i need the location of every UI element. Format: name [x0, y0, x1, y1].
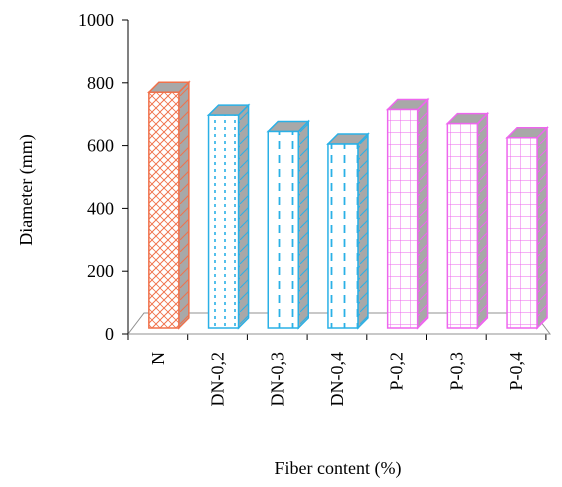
bar: [147, 80, 191, 330]
bar: [206, 103, 251, 330]
bar-side: [536, 125, 548, 330]
y-tick-label: 0: [105, 324, 114, 344]
y-tick-label: 800: [87, 73, 114, 93]
bar-side: [178, 80, 190, 330]
bar-side: [476, 111, 489, 330]
x-tick-label: DN-0,2: [208, 352, 228, 407]
bar: [326, 132, 370, 330]
bars-group: [147, 80, 549, 330]
x-tick-label: DN-0,3: [267, 352, 287, 407]
bar: [266, 119, 311, 330]
bar-front: [327, 143, 359, 329]
bar-front: [506, 137, 538, 329]
bar-front: [386, 108, 419, 329]
x-tick-label: P-0,3: [446, 352, 466, 391]
x-axis-label: Fiber content (%): [275, 458, 402, 479]
bar-front: [267, 130, 299, 329]
bar-front: [446, 122, 479, 329]
bar: [385, 97, 430, 330]
bar-front: [148, 91, 180, 329]
bar-side: [416, 97, 429, 330]
y-tick-label: 1000: [78, 10, 114, 30]
y-axis-ticks: 0 200 400 600 800 1000: [78, 10, 128, 344]
x-tick-label: P-0,4: [506, 352, 526, 391]
bar: [505, 125, 549, 330]
bar-side: [237, 103, 250, 330]
y-tick-label: 200: [87, 261, 114, 281]
bar-side: [297, 119, 309, 330]
x-tick-label: P-0,2: [387, 352, 407, 391]
y-tick-label: 400: [87, 198, 114, 218]
y-axis-label: Diameter (mm): [16, 134, 37, 245]
x-tick-label: DN-0,4: [327, 352, 347, 407]
bar: [445, 111, 490, 330]
x-tick-label: N: [148, 352, 168, 365]
y-tick-label: 600: [87, 136, 114, 156]
x-axis-tick-labels: N DN-0,2 DN-0,3 DN-0,4 P-0,2 P-0,3 P-0,4: [127, 333, 550, 407]
bar-side: [357, 132, 369, 330]
bar-front: [207, 114, 240, 329]
